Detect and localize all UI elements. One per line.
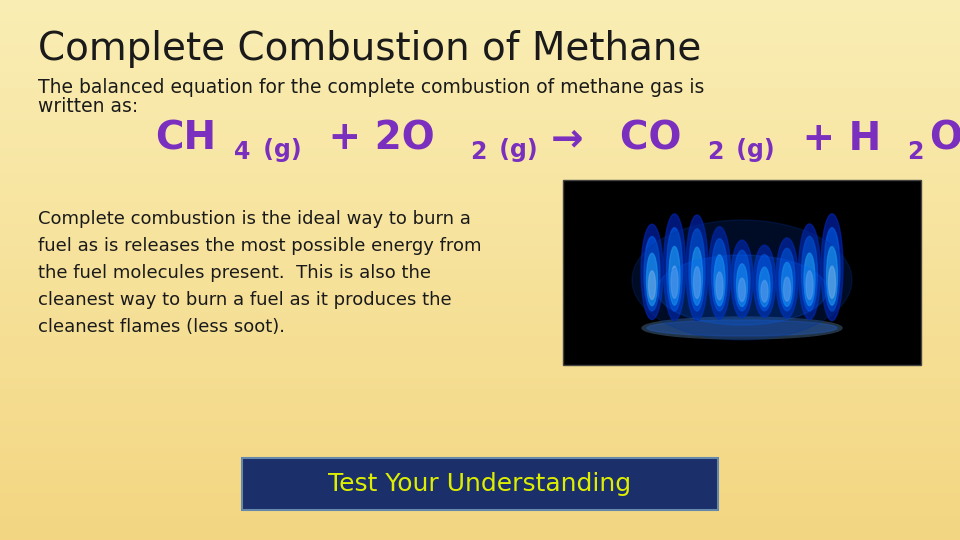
Text: (g): (g) — [491, 138, 538, 162]
Ellipse shape — [734, 250, 750, 311]
Ellipse shape — [669, 246, 680, 305]
Ellipse shape — [714, 255, 725, 306]
Ellipse shape — [666, 228, 683, 311]
Ellipse shape — [754, 245, 776, 317]
Text: 2: 2 — [708, 140, 724, 164]
Ellipse shape — [689, 229, 705, 311]
Ellipse shape — [824, 228, 840, 311]
Ellipse shape — [641, 224, 663, 320]
Text: Test Your Understanding: Test Your Understanding — [328, 472, 632, 496]
Ellipse shape — [821, 214, 843, 321]
Text: + 2O: + 2O — [315, 120, 435, 158]
Ellipse shape — [731, 240, 753, 318]
Ellipse shape — [671, 266, 678, 298]
Text: Complete Combustion of Methane: Complete Combustion of Methane — [38, 30, 702, 68]
Ellipse shape — [632, 220, 852, 340]
Ellipse shape — [799, 224, 821, 320]
Ellipse shape — [802, 237, 818, 311]
Ellipse shape — [663, 214, 685, 321]
Ellipse shape — [693, 267, 701, 299]
Text: CO: CO — [593, 120, 682, 158]
Text: Complete combustion is the ideal way to burn a
fuel as is releases the most poss: Complete combustion is the ideal way to … — [38, 210, 482, 336]
FancyBboxPatch shape — [563, 180, 921, 365]
Ellipse shape — [686, 215, 708, 321]
Ellipse shape — [647, 320, 837, 336]
Ellipse shape — [644, 237, 660, 311]
Ellipse shape — [804, 253, 815, 306]
Ellipse shape — [759, 267, 770, 307]
FancyBboxPatch shape — [242, 458, 718, 510]
Ellipse shape — [761, 280, 768, 302]
Text: (g): (g) — [729, 138, 775, 162]
Text: 4: 4 — [234, 140, 251, 164]
Text: 2: 2 — [469, 140, 486, 164]
Text: CH: CH — [155, 120, 216, 158]
Text: 2: 2 — [907, 140, 924, 164]
Ellipse shape — [828, 266, 835, 298]
Text: →: → — [551, 120, 584, 158]
Ellipse shape — [779, 248, 795, 311]
Text: (g): (g) — [255, 138, 301, 162]
Text: written as:: written as: — [38, 97, 138, 116]
Ellipse shape — [649, 271, 656, 300]
Ellipse shape — [642, 317, 842, 339]
Ellipse shape — [756, 254, 773, 310]
Ellipse shape — [708, 227, 731, 319]
Text: O: O — [928, 120, 960, 158]
Ellipse shape — [776, 238, 798, 318]
Ellipse shape — [716, 272, 723, 300]
Ellipse shape — [736, 264, 748, 307]
Ellipse shape — [827, 246, 837, 305]
Text: The balanced equation for the complete combustion of methane gas is: The balanced equation for the complete c… — [38, 78, 705, 97]
Ellipse shape — [806, 271, 813, 300]
Ellipse shape — [781, 262, 793, 306]
Text: + H: + H — [788, 120, 880, 158]
Ellipse shape — [691, 247, 703, 305]
Ellipse shape — [738, 278, 746, 301]
Ellipse shape — [657, 255, 827, 325]
Ellipse shape — [783, 277, 790, 301]
Ellipse shape — [646, 253, 658, 306]
Ellipse shape — [711, 239, 728, 311]
